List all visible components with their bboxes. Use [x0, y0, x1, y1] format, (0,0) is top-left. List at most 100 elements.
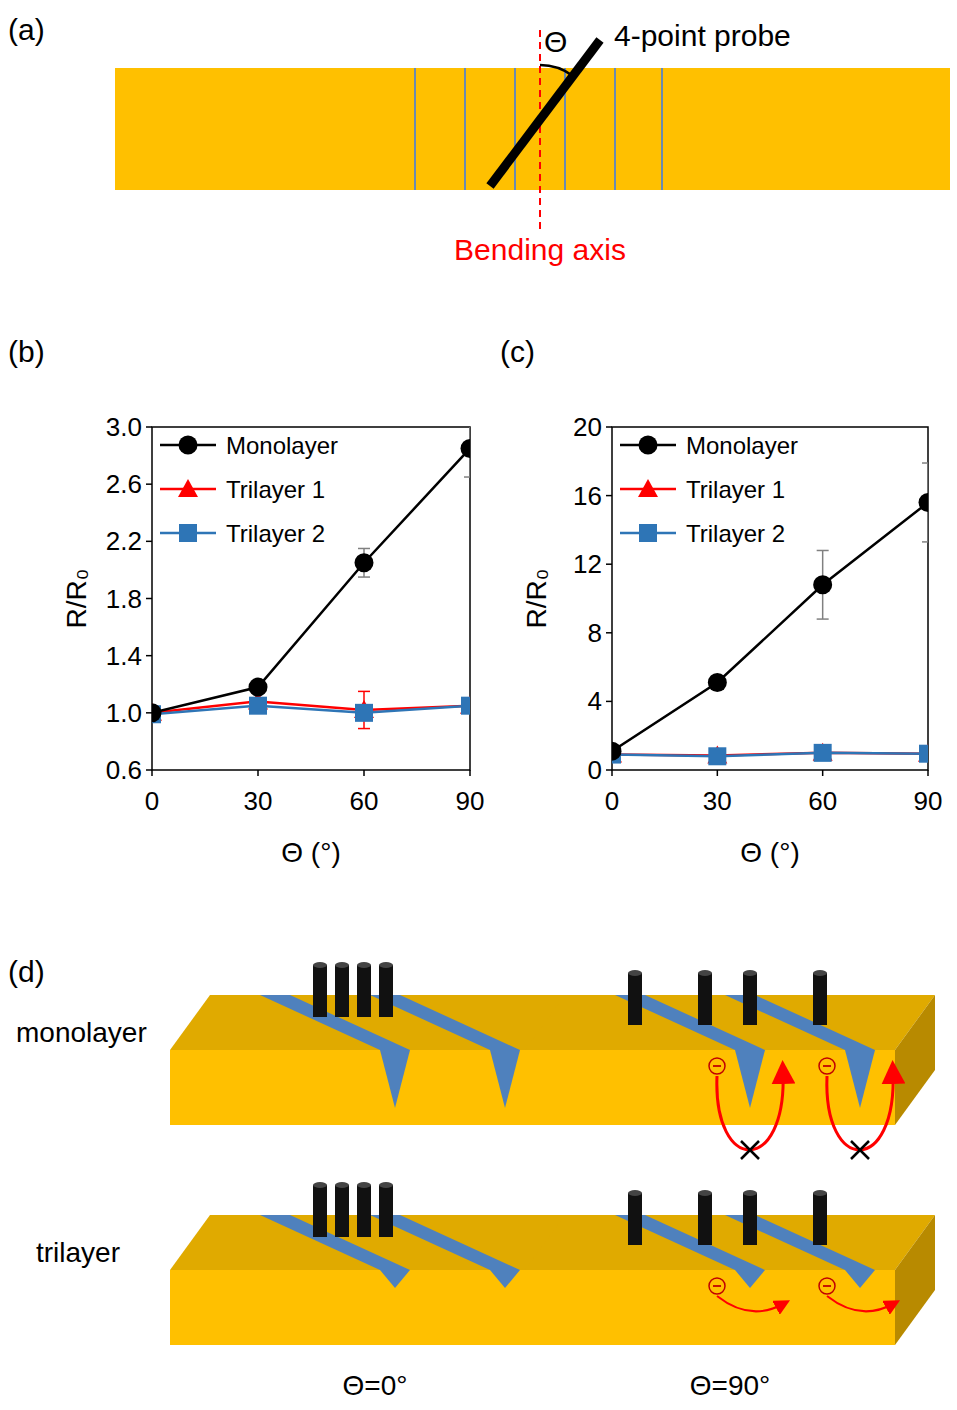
marker: [461, 697, 470, 715]
probe-top: [357, 962, 371, 968]
electron-circle: [709, 1058, 725, 1074]
probe-top: [698, 970, 712, 976]
blocked-mark: [851, 1141, 869, 1159]
crack-line: [464, 68, 466, 190]
y-tick-label: 20: [573, 412, 602, 442]
electron: [819, 1058, 835, 1074]
marker: [249, 697, 267, 715]
data-area: [612, 463, 928, 765]
crack-line: [414, 68, 416, 190]
legend-marker: [179, 436, 198, 455]
probe-body: [379, 965, 393, 1017]
probe-bar: [490, 40, 600, 186]
film-block: [525, 1190, 935, 1345]
y-tick-label: 3.0: [106, 412, 142, 442]
figure: (a)(b)(c)(d)Θ4-point probeBending axis0.…: [0, 0, 957, 1410]
column-label: Θ=90°: [690, 1370, 770, 1401]
probe-top: [813, 1190, 827, 1196]
electron-minus: [823, 1285, 831, 1287]
y-tick-label: 0.6: [106, 755, 142, 785]
probe-body: [743, 973, 757, 1025]
probe-body: [357, 965, 371, 1017]
probe-top: [743, 1190, 757, 1196]
probe: [813, 1190, 827, 1245]
legend-label: Monolayer: [686, 432, 798, 459]
marker: [918, 744, 928, 762]
probe: [698, 1190, 712, 1245]
probe-top: [813, 970, 827, 976]
crack-front: [735, 1270, 765, 1288]
y-tick-label: 2.2: [106, 526, 142, 556]
top-face: [170, 995, 580, 1050]
error-cap: [358, 691, 370, 693]
front-face: [525, 1270, 895, 1345]
probe-body: [357, 1185, 371, 1237]
probe: [313, 962, 327, 1017]
x-tick-label: 90: [456, 786, 485, 816]
x-tick: [611, 770, 613, 776]
crack-front: [845, 1270, 875, 1288]
probe-body: [698, 1193, 712, 1245]
electron-minus: [713, 1285, 721, 1287]
top-face: [525, 1215, 935, 1270]
panel-letter: (b): [8, 335, 45, 368]
legend-label: Trilayer 2: [226, 520, 325, 547]
error-cap: [817, 550, 829, 552]
marker: [461, 439, 471, 458]
panel-letter: (d): [8, 955, 45, 988]
legend: MonolayerTrilayer 1Trilayer 2: [620, 432, 798, 547]
y-tick: [146, 426, 152, 428]
electron-path: [827, 1072, 893, 1150]
film-block: [170, 1182, 580, 1345]
probe-body: [313, 965, 327, 1017]
probe-top: [313, 1182, 327, 1188]
x-tick: [717, 770, 719, 776]
error-cap: [464, 476, 470, 478]
crack-front: [735, 1050, 765, 1108]
crack-front: [845, 1050, 875, 1108]
front-face: [170, 1050, 540, 1125]
x-tick-label: 30: [703, 786, 732, 816]
film-block: [525, 970, 935, 1159]
marker: [249, 678, 268, 697]
electron-circle: [709, 1278, 725, 1294]
probe: [379, 962, 393, 1017]
probe: [335, 962, 349, 1017]
electron-path: [717, 1072, 783, 1150]
x-tick: [822, 770, 824, 776]
series-line: [612, 502, 928, 751]
probe: [357, 962, 371, 1017]
probe-body: [335, 1185, 349, 1237]
blocked-mark: [851, 1141, 869, 1159]
chart: 0.61.01.41.82.22.63.00306090Θ (°)R/R₀Mon…: [61, 412, 484, 868]
error-cap: [922, 541, 928, 543]
y-tick: [146, 598, 152, 600]
marker: [708, 673, 727, 692]
x-tick: [363, 770, 365, 776]
y-tick: [606, 495, 612, 497]
y-tick: [606, 563, 612, 565]
y-tick: [606, 769, 612, 771]
column-label: Θ=0°: [343, 1370, 408, 1401]
legend-marker: [639, 524, 657, 542]
legend: MonolayerTrilayer 1Trilayer 2: [160, 432, 338, 547]
probe-top: [313, 962, 327, 968]
electron-path: [717, 1296, 783, 1311]
x-tick-label: 0: [605, 786, 619, 816]
electron-circle: [819, 1058, 835, 1074]
angle-label: Θ: [544, 25, 567, 58]
y-axis-title: R/R₀: [521, 569, 552, 629]
probe-top: [357, 1182, 371, 1188]
crack-line: [614, 68, 616, 190]
y-tick: [146, 483, 152, 485]
y-tick: [146, 655, 152, 657]
probe-body: [813, 973, 827, 1025]
electron-minus: [823, 1065, 831, 1067]
probe-body: [743, 1193, 757, 1245]
marker: [919, 493, 929, 512]
chart: 0481216200306090Θ (°)R/R₀MonolayerTrilay…: [521, 412, 942, 868]
side-face: [895, 1215, 935, 1345]
marker: [814, 744, 832, 762]
x-tick: [469, 770, 471, 776]
probe-top: [743, 970, 757, 976]
